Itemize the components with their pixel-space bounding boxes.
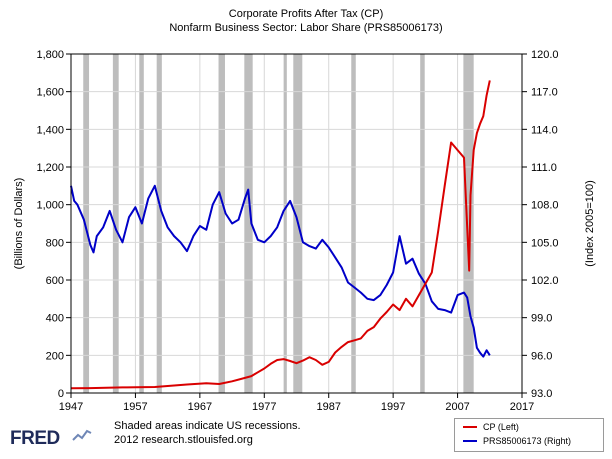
y-left-tick-label: 600 xyxy=(46,275,64,287)
y-right-tick-label: 99.0 xyxy=(531,313,552,325)
legend-swatch-cp xyxy=(463,426,477,428)
y-left-tick-label: 0 xyxy=(58,388,64,400)
x-tick-label: 1977 xyxy=(252,401,276,413)
plot-frame xyxy=(70,53,523,394)
recession-band xyxy=(283,54,287,393)
axes: 0 200 400 600 800 1,000 1,200 1,400 1,600 1,800 93… xyxy=(13,49,596,413)
y-left-tick-label: 400 xyxy=(46,313,64,325)
y-left-tick-label: 1,000 xyxy=(36,200,64,212)
recession-band xyxy=(218,54,225,393)
recession-band xyxy=(351,54,356,393)
x-tick-label: 1997 xyxy=(381,401,405,413)
legend-swatch-labor-share xyxy=(463,440,477,442)
x-tick-label: 1947 xyxy=(59,401,83,413)
recession-band xyxy=(156,54,162,393)
y-left-tick-label: 1,400 xyxy=(36,124,64,136)
legend-item-labor-share: PRS85006173 (Right) xyxy=(463,436,571,446)
y-right-tick-label: 120.0 xyxy=(531,49,559,61)
series-lines xyxy=(70,80,491,390)
legend-label-labor-share: PRS85006173 (Right) xyxy=(483,436,572,446)
x-tick-label: 2007 xyxy=(445,401,469,413)
x-tick-label: 2017 xyxy=(510,401,534,413)
fred-chart-icon xyxy=(72,429,92,441)
y-left-axis-label: (Billions of Dollars) xyxy=(13,178,25,270)
x-tick-label: 1967 xyxy=(188,401,212,413)
legend-label-cp: CP (Left) xyxy=(483,422,519,432)
y-left-tick-label: 1,600 xyxy=(36,87,64,99)
y-right-tick-label: 96.0 xyxy=(531,350,552,362)
labor-share-series-line xyxy=(70,184,491,358)
fred-logo: FRED xyxy=(10,428,60,449)
y-left-tick-label: 1,800 xyxy=(36,49,64,61)
y-left-tick-label: 200 xyxy=(46,350,64,362)
chart-title: Corporate Profits After Tax (CP) xyxy=(228,8,384,20)
y-right-tick-label: 105.0 xyxy=(531,237,559,249)
y-left-tick-label: 1,200 xyxy=(36,162,64,174)
y-left-tick-label: 800 xyxy=(46,237,64,249)
legend-item-cp: CP (Left) xyxy=(463,422,519,432)
y-right-tick-label: 117.0 xyxy=(531,87,558,99)
y-right-tick-label: 108.0 xyxy=(531,200,559,212)
x-tick-label: 1987 xyxy=(316,401,340,413)
y-right-tick-label: 93.0 xyxy=(531,388,552,400)
y-right-tick-label: 102.0 xyxy=(531,275,559,287)
recession-band xyxy=(420,54,425,393)
recession-band xyxy=(112,54,119,393)
recession-band xyxy=(463,54,474,393)
cp-series-line xyxy=(70,80,491,390)
source-note[interactable]: 2012 research.stlouisfed.org xyxy=(114,434,253,446)
x-tick-label: 1957 xyxy=(123,401,147,413)
y-right-axis-label: (Index 2005=100) xyxy=(584,180,596,267)
y-right-tick-label: 111.0 xyxy=(531,162,557,174)
recession-band xyxy=(244,54,253,393)
recession-band xyxy=(83,54,90,393)
chart-legend: CP (Left) PRS85006173 (Right) xyxy=(454,418,604,452)
y-right-tick-label: 114.0 xyxy=(531,124,558,136)
chart-subtitle: Nonfarm Business Sector: Labor Share (PR… xyxy=(169,22,443,34)
recession-note: Shaded areas indicate US recessions. xyxy=(114,420,301,432)
